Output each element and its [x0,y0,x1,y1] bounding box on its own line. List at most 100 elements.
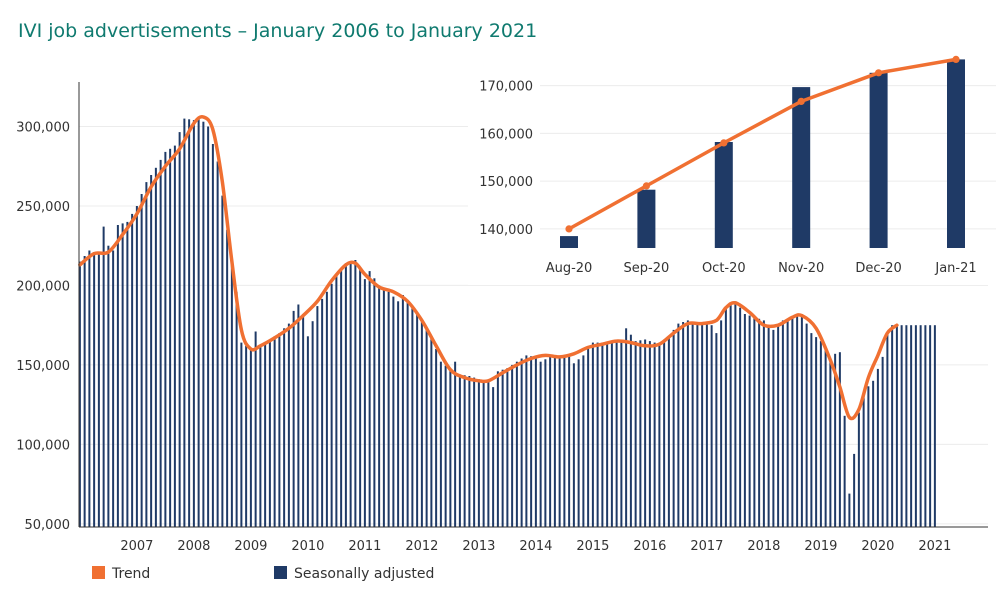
main-bar [211,144,214,527]
main-bar [691,322,694,527]
main-bar [762,320,765,527]
main-trend-line [78,114,899,421]
main-x-tick-label: 2016 [633,539,666,554]
main-bar [378,285,381,527]
main-bar [321,298,324,527]
main-bar [601,342,604,527]
main-bar [435,349,438,527]
main-bar [610,342,613,527]
main-bar [406,300,409,527]
main-bar [482,380,485,527]
main-bar [188,119,191,528]
main-bar [254,331,257,527]
main-bar [449,369,452,527]
main-bar [439,361,442,527]
main-bar [121,223,124,527]
inset-y-tick-label: 160,000 [479,127,533,142]
main-bar [829,358,832,527]
main-bar [777,325,780,527]
main-bar [506,368,509,527]
main-bar [739,307,742,527]
main-chart: 50,000 100,000 150,000 200,000 250,000 300,00… [16,82,988,554]
inset-x-tick-label: Jan-21 [934,261,976,276]
main-bar [169,148,172,528]
main-bar [914,325,917,527]
inset-y-tick-label: 150,000 [479,175,533,190]
inset-bar [560,236,578,248]
main-y-tick-label: 300,000 [16,121,70,136]
main-bar [264,342,267,527]
main-x-tick-label: 2009 [234,539,267,554]
main-bar [838,352,841,527]
main-bar [135,206,138,527]
main-bar [705,323,708,527]
main-bar [335,275,338,527]
main-bar [354,260,357,527]
main-bar [682,322,685,527]
main-bar [325,291,328,527]
main-bar [639,340,642,527]
main-x-tick-labels: 2007 2008 2009 2010 2011 2012 2013 2014 2015 2016… [120,539,951,554]
main-bar [468,376,471,527]
inset-x-tick-label: Dec-20 [855,261,901,276]
main-bar [368,271,371,527]
inset-bar [637,189,656,248]
main-bar [363,279,366,527]
inset-bar [792,87,811,248]
inset-y-tick-label: 140,000 [479,223,533,238]
inset-trend-point [875,69,883,77]
main-bar [444,365,447,527]
main-bar [78,261,81,527]
main-bar [283,328,286,527]
main-bar [530,356,533,527]
main-bar [843,415,846,528]
main-y-tick-label: 200,000 [16,279,70,294]
main-bar [425,329,428,527]
main-bar [159,159,162,527]
main-bar [150,175,153,527]
inset-x-tick-label: Oct-20 [702,261,746,276]
main-bar [226,229,229,528]
inset-gridlines [540,85,996,230]
main-bar [596,342,599,527]
inset-bar [869,72,888,248]
main-bar [416,314,419,527]
main-bar [663,339,666,527]
main-bars [78,117,936,528]
main-bar [496,371,499,528]
main-bar [492,387,495,527]
main-bar [401,295,404,527]
main-bar [648,341,651,527]
main-bar [862,391,865,527]
main-bar [140,194,143,527]
main-bar [563,356,566,527]
legend-seasonally-adjusted: Seasonally adjusted [274,566,434,582]
main-bar [933,325,936,527]
main-bar [473,377,476,527]
main-bar [192,120,195,527]
main-bar [615,341,618,527]
main-bar [302,314,305,527]
main-bar [330,283,333,527]
main-bar [582,355,585,527]
main-bar [164,151,167,527]
inset-y-tick-labels: 140,000 150,000 160,000 170,000 [479,80,533,238]
legend-trend: Trend [92,566,150,582]
main-bar [520,358,523,527]
inset-x-tick-label: Aug-20 [546,261,593,276]
main-bar [625,328,628,527]
main-bar [549,356,552,527]
main-bar [183,118,186,527]
main-bar [197,117,200,527]
main-bar [477,379,480,527]
main-bar [173,145,176,527]
main-bar [387,291,390,527]
main-bar [463,375,466,527]
main-bar [753,317,756,527]
main-bar [810,333,813,527]
main-x-tick-label: 2018 [747,539,780,554]
main-bar [382,288,385,527]
inset-trend-point [720,139,728,147]
main-bar [729,304,732,527]
